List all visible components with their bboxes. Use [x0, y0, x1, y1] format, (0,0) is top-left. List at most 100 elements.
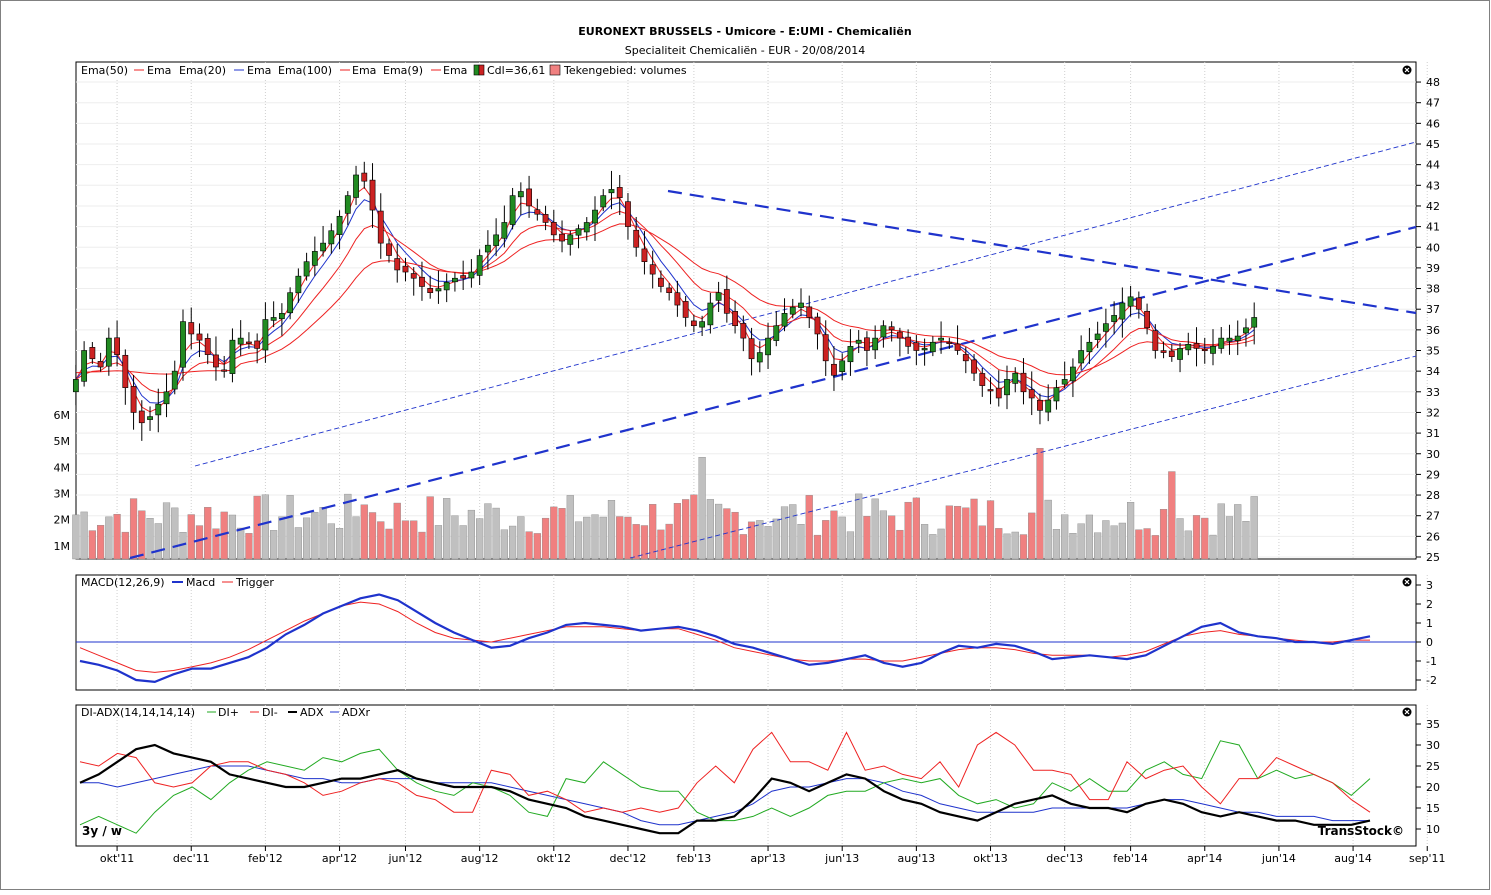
- volume-bar: [896, 529, 904, 560]
- chart-subtitle: Specialiteit Chemicaliën - EUR - 20/08/2…: [625, 44, 865, 57]
- legend-candle-down-icon: [478, 64, 485, 76]
- candle-body: [237, 337, 244, 345]
- volume-bar: [682, 499, 690, 560]
- candle-body: [369, 179, 376, 211]
- volume-bar: [945, 505, 953, 560]
- volume-tick-label: 1M: [54, 540, 71, 553]
- volume-bar: [484, 503, 492, 560]
- volume-bar: [904, 501, 912, 560]
- volume-bar: [797, 524, 805, 560]
- volume-bar: [822, 520, 830, 560]
- volume-bar: [253, 495, 261, 560]
- candle-body: [748, 338, 755, 360]
- volume-bar: [1061, 514, 1069, 560]
- candle-body: [171, 370, 178, 390]
- volume-bar: [805, 495, 813, 560]
- candle-body: [344, 195, 351, 214]
- x-tick-label: okt'13: [973, 852, 1007, 865]
- volume-bar: [1151, 535, 1159, 560]
- candle-body: [872, 337, 879, 351]
- volume-bar: [541, 517, 550, 560]
- volume-bar: [261, 494, 270, 560]
- volume-bar: [1126, 502, 1135, 560]
- volume-bar: [195, 525, 204, 560]
- legend-ema20-line: Ema: [247, 64, 271, 77]
- volume-tick-label: 6M: [54, 409, 71, 422]
- dmi-y-axis: 10 15 20 25 30 35: [1416, 718, 1440, 836]
- volume-bar: [311, 512, 319, 560]
- candle-body: [114, 337, 120, 355]
- candle-body: [501, 222, 508, 239]
- candle-body: [1201, 348, 1208, 352]
- volume-bar: [294, 527, 302, 560]
- candle-body: [1193, 343, 1200, 349]
- volume-bar: [764, 526, 772, 560]
- volume-bar: [673, 503, 682, 560]
- y-tick-label: 1: [1426, 617, 1433, 630]
- candle-body: [1053, 387, 1060, 402]
- volume-bar: [1242, 521, 1250, 560]
- volume-bar: [921, 524, 929, 560]
- candle-body: [476, 255, 483, 276]
- y-tick-label: 40: [1426, 241, 1440, 254]
- volume-bar: [476, 518, 484, 560]
- volume-bar: [616, 516, 624, 560]
- candle-body: [839, 360, 846, 373]
- dmi-panel-close-button[interactable]: [1402, 707, 1412, 717]
- candle-body: [822, 334, 829, 362]
- price-panel-close-button[interactable]: [1402, 65, 1412, 75]
- candle-body: [946, 341, 953, 344]
- candle-body: [781, 313, 788, 327]
- candle-body: [806, 306, 813, 318]
- volume-bar: [1143, 528, 1151, 560]
- candle-body: [583, 222, 590, 233]
- volume-bar: [368, 512, 377, 560]
- y-tick-label: 0: [1426, 636, 1433, 649]
- volume-bar: [929, 534, 937, 560]
- candle-body: [641, 248, 648, 263]
- candle-body: [295, 275, 302, 294]
- volume-bar: [1094, 532, 1102, 560]
- candle-body: [270, 317, 277, 321]
- candle-body: [962, 354, 969, 362]
- volume-bar: [278, 516, 286, 560]
- candle-body: [699, 321, 706, 328]
- candle-body: [1061, 379, 1068, 385]
- volume-bar: [426, 496, 434, 560]
- candle-body: [163, 391, 170, 405]
- y-tick-label: 26: [1426, 530, 1440, 543]
- candle-body: [1004, 379, 1010, 396]
- y-tick-label: 25: [1426, 760, 1440, 773]
- candle-body: [526, 188, 532, 207]
- volume-bar: [1052, 529, 1061, 560]
- y-tick-label: 2: [1426, 598, 1433, 611]
- candle-body: [1070, 366, 1076, 382]
- volume-bar: [467, 509, 476, 560]
- volume-bar: [344, 493, 352, 560]
- y-tick-label: 47: [1426, 97, 1440, 110]
- volume-bar: [212, 528, 220, 560]
- candle-body: [1152, 330, 1159, 351]
- volume-bar: [624, 516, 632, 560]
- x-tick-label: feb'13: [677, 852, 712, 865]
- candle-body: [311, 251, 318, 266]
- y-tick-label: 42: [1426, 200, 1440, 213]
- candle-body: [427, 288, 434, 293]
- volume-bar: [978, 525, 986, 560]
- candle-body: [410, 273, 417, 279]
- candle-body: [229, 339, 236, 374]
- macd-line: [79, 593, 1371, 684]
- candle-body: [1037, 399, 1043, 411]
- candle-body: [320, 242, 326, 252]
- candle-body: [847, 346, 854, 363]
- volume-bar: [912, 497, 920, 560]
- volume-bar: [1225, 516, 1234, 560]
- trend-lines: [129, 141, 1417, 560]
- dmi-lines: [79, 731, 1371, 835]
- volume-bar: [335, 528, 344, 560]
- candle-body: [353, 174, 359, 198]
- macd-panel-close-button[interactable]: [1402, 577, 1412, 587]
- volume-bar: [583, 516, 591, 560]
